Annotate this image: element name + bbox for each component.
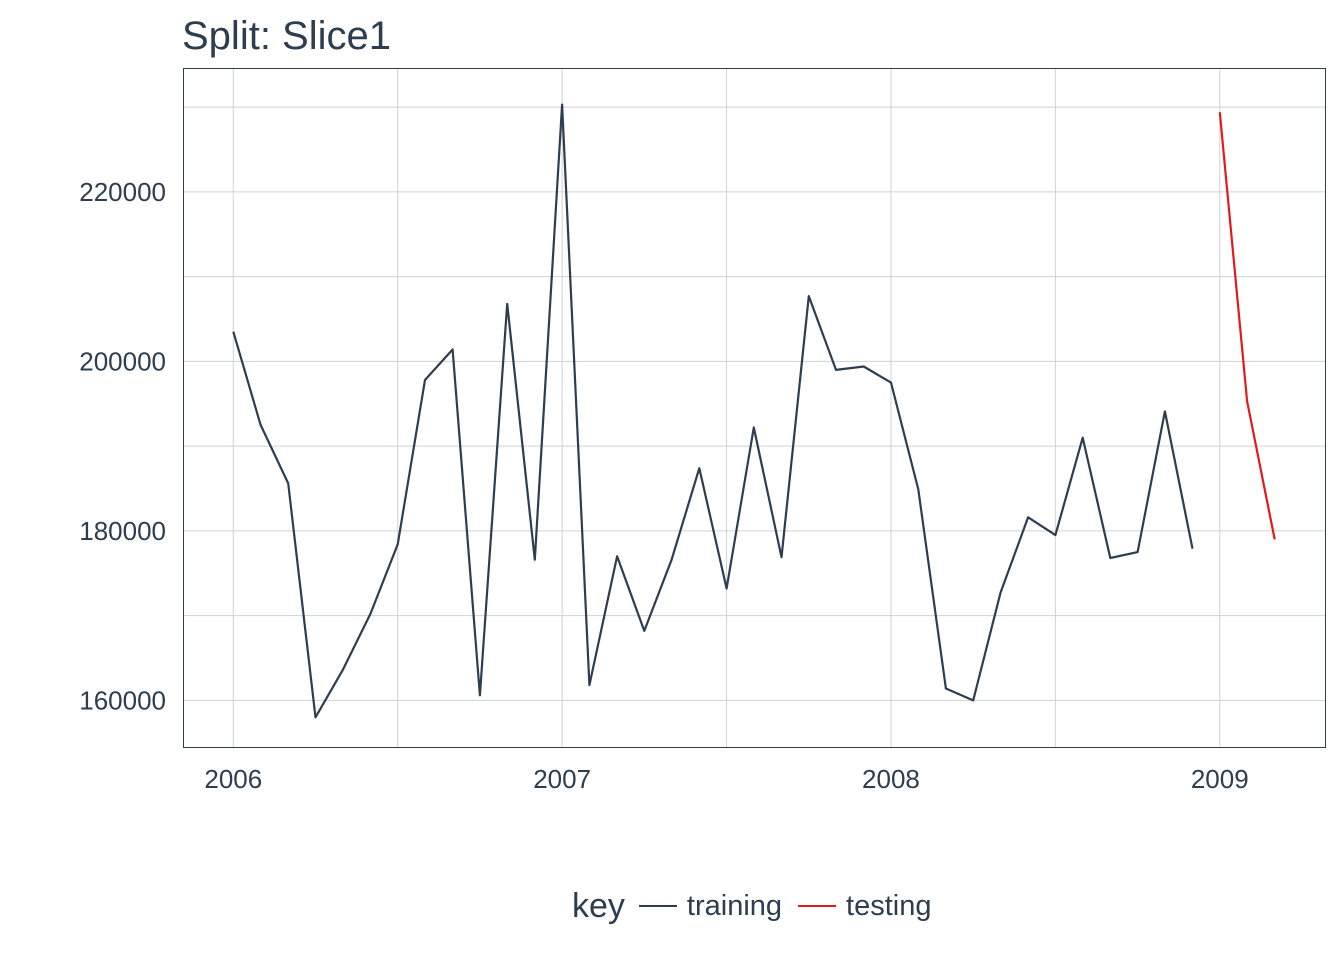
x-tick-label: 2006 [204,764,262,794]
legend-label-testing: testing [846,889,932,922]
legend-title: key [572,886,625,925]
x-tick-label: 2007 [533,764,591,794]
x-tick-label: 2008 [862,764,920,794]
y-tick-label: 180000 [79,516,166,546]
plot-panel [183,68,1326,748]
y-tick-label: 200000 [79,346,166,376]
chart-title: Split: Slice1 [182,14,391,58]
y-tick-label: 220000 [79,177,166,207]
x-tick-label: 2009 [1191,764,1249,794]
series-layer [232,103,1276,719]
grid-lines [184,69,1325,747]
x-axis: 2006 2007 2008 2009 [204,764,1248,794]
series-line-testing [1218,112,1276,540]
y-tick-label: 160000 [79,685,166,715]
legend-key-testing [798,905,837,907]
y-axis: 160000 180000 200000 220000 [79,177,166,716]
legend: key training testing [572,884,948,928]
legend-label-training: training [686,889,783,922]
series-line-training [232,103,1194,719]
legend-key-training [638,905,677,907]
